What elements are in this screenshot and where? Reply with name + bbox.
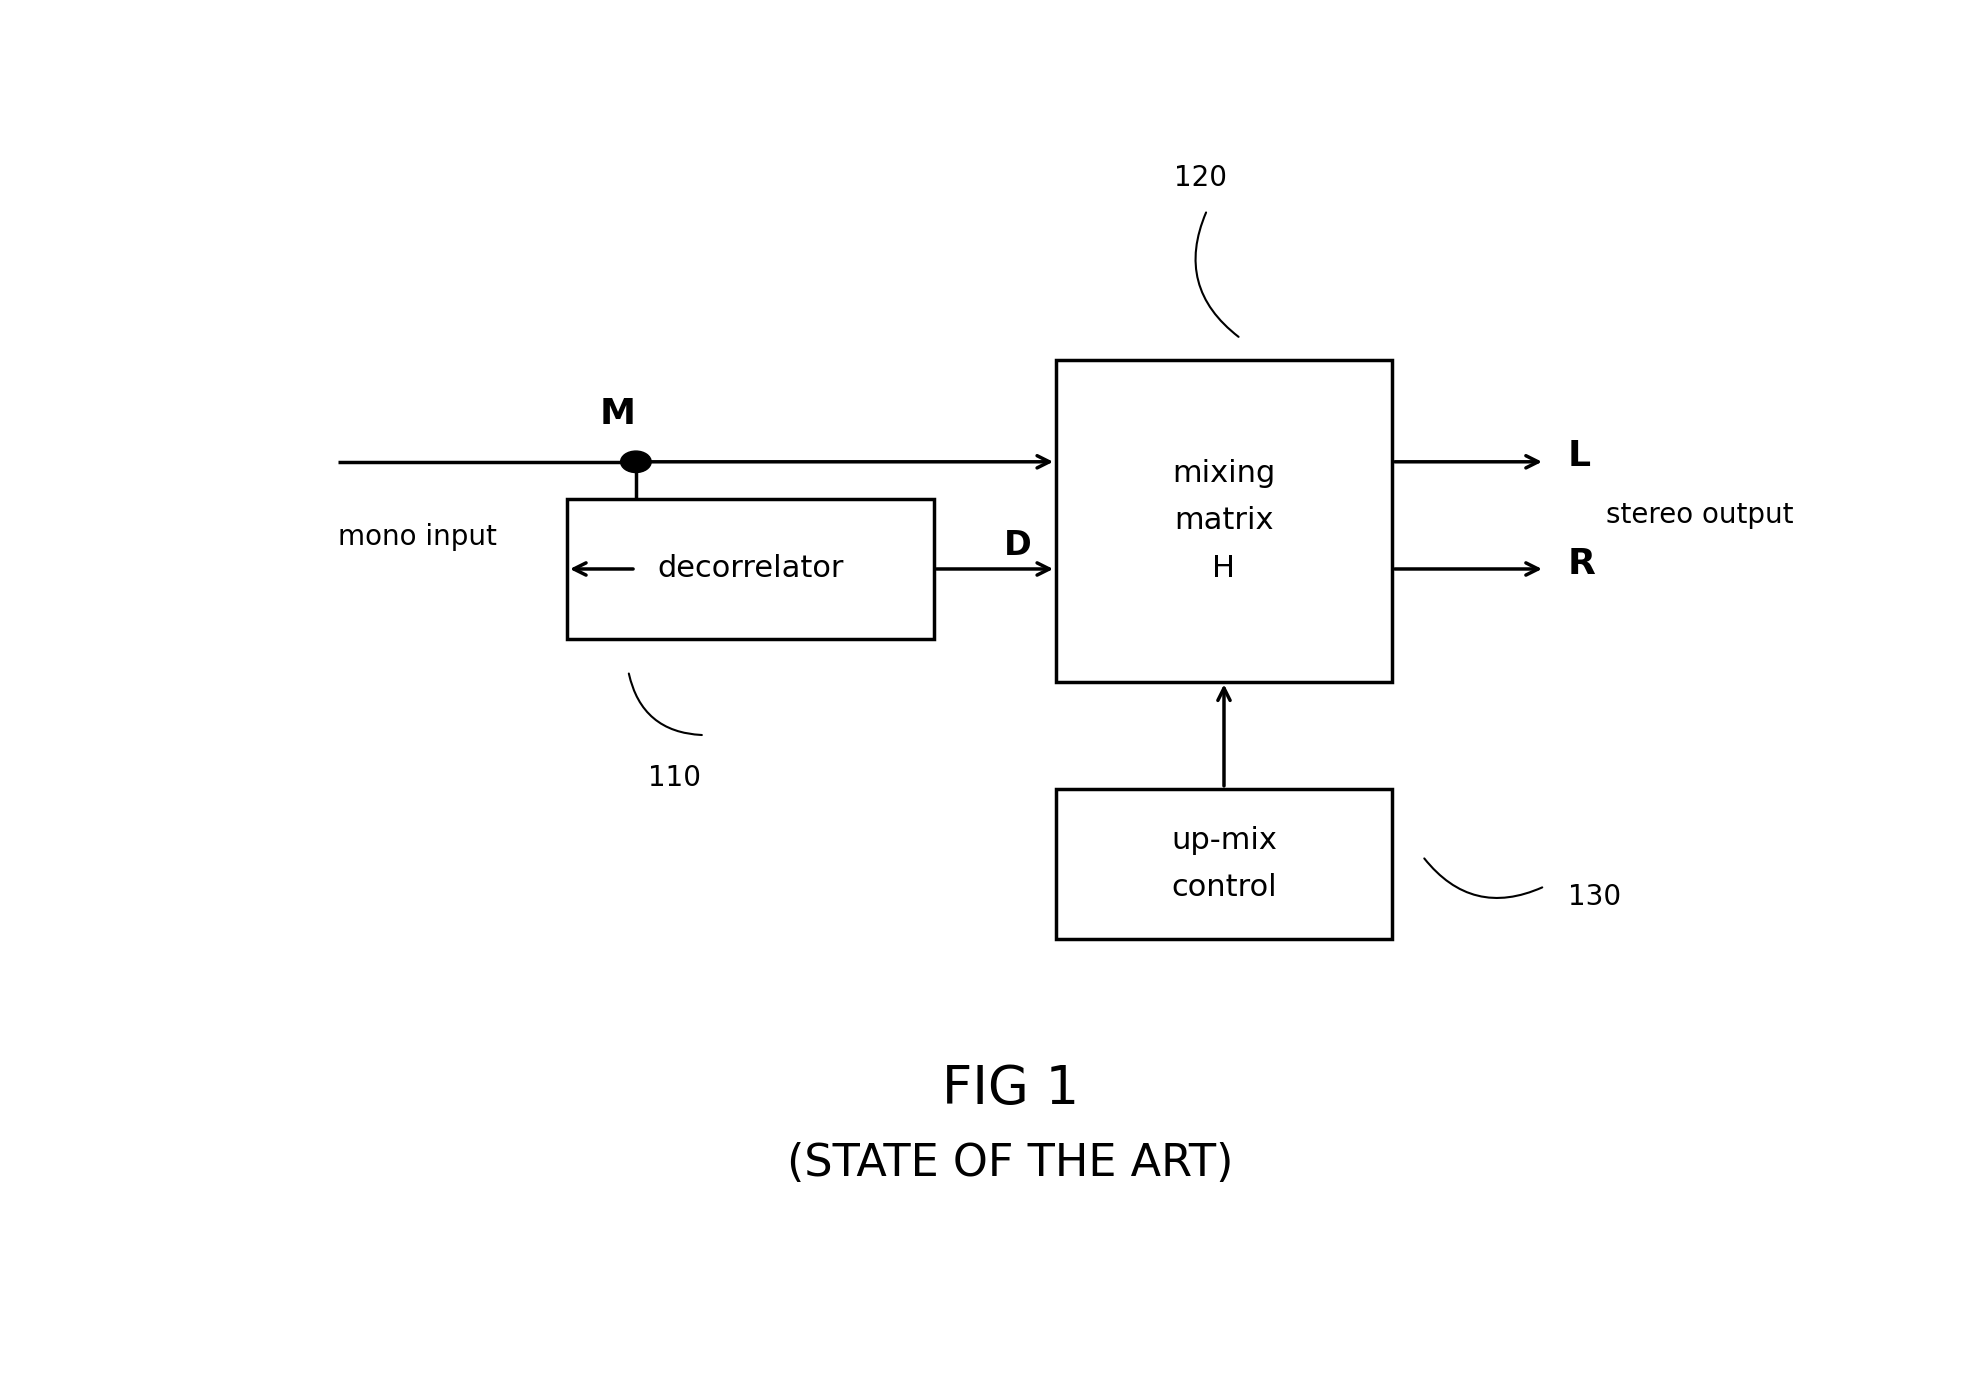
Text: 130: 130	[1567, 883, 1620, 910]
Text: M: M	[599, 397, 635, 430]
Bar	[1056, 789, 1392, 938]
Text: stereo output: stereo output	[1606, 501, 1794, 529]
Text: L: L	[1567, 440, 1591, 473]
Text: 120: 120	[1175, 164, 1228, 192]
Text: FIG 1: FIG 1	[942, 1063, 1078, 1115]
Text: mixing
matrix
H: mixing matrix H	[1173, 459, 1275, 583]
Circle shape	[621, 451, 650, 472]
Bar	[568, 500, 934, 639]
Text: R: R	[1567, 547, 1597, 580]
Text: decorrelator: decorrelator	[656, 554, 844, 583]
Text: D: D	[1003, 529, 1031, 562]
Bar	[1056, 361, 1392, 682]
Text: mono input: mono input	[339, 523, 497, 551]
Text: 110: 110	[648, 764, 700, 792]
Text: up-mix
control: up-mix control	[1171, 825, 1277, 902]
Text: (STATE OF THE ART): (STATE OF THE ART)	[786, 1143, 1234, 1186]
